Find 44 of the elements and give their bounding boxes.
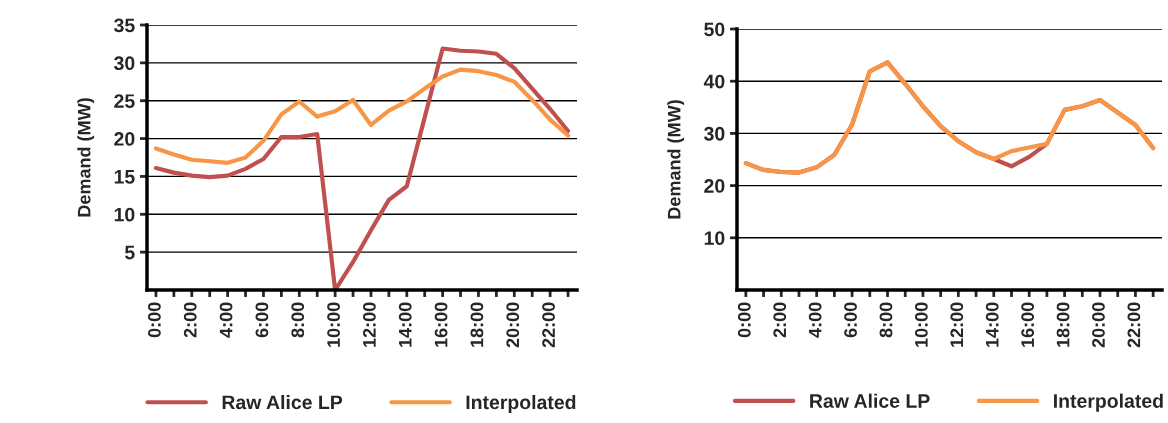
line-series xyxy=(153,67,571,165)
y-axis-title: Demand (MW) xyxy=(667,100,685,219)
x-tick-label: 12:00 xyxy=(950,302,964,347)
x-tick-label: 2:00 xyxy=(773,302,787,338)
x-tick-label: 8:00 xyxy=(291,302,305,338)
y-tick-label: 10 xyxy=(704,231,725,246)
y-tick-label: 5 xyxy=(124,245,135,260)
x-tick-label: 10:00 xyxy=(327,302,340,347)
x-tick-label: 4:00 xyxy=(219,302,233,338)
x-tick-label: 6:00 xyxy=(844,302,857,338)
y-tick-label: 25 xyxy=(114,94,135,108)
x-tick-label: 6:00 xyxy=(255,302,269,338)
x-tick-label: 18:00 xyxy=(1056,302,1070,347)
y-tick-label: 35 xyxy=(114,18,135,33)
x-tick-label: 0:00 xyxy=(737,302,751,338)
y-tick-label: 20 xyxy=(704,179,725,193)
x-tick-label: 14:00 xyxy=(398,302,412,347)
y-tick-label: 30 xyxy=(704,126,725,141)
x-tick-label: 20:00 xyxy=(1092,302,1105,348)
x-tick-label: 22:00 xyxy=(542,302,555,348)
line-series xyxy=(153,46,571,290)
x-tick-label: 2:00 xyxy=(183,302,197,338)
x-tick-label: 18:00 xyxy=(470,302,484,347)
x-tick-label: 16:00 xyxy=(1021,302,1035,347)
y-tick-label: 20 xyxy=(114,132,135,146)
x-tick-label: 22:00 xyxy=(1127,302,1141,348)
y-tick-label: 30 xyxy=(114,56,135,71)
x-tick-label: 4:00 xyxy=(808,302,822,338)
legend-label: Raw Alice LP xyxy=(222,394,343,410)
legend-label: Raw Alice LP xyxy=(810,393,930,408)
x-tick-label: 8:00 xyxy=(879,302,893,338)
legend-label: Interpolated xyxy=(1054,393,1163,412)
x-tick-label: 20:00 xyxy=(506,302,520,348)
y-axis-title: Demand (MW) xyxy=(77,98,95,217)
y-tick-label: 10 xyxy=(114,207,135,222)
x-tick-label: 14:00 xyxy=(985,302,999,347)
legend-label: Interpolated xyxy=(466,394,576,414)
x-tick-label: 12:00 xyxy=(363,302,376,347)
y-tick-label: 15 xyxy=(114,170,135,184)
y-tick-label: 40 xyxy=(703,74,725,89)
x-tick-label: 0:00 xyxy=(148,302,161,338)
y-tick-label: 50 xyxy=(704,22,725,37)
x-tick-label: 16:00 xyxy=(434,302,448,347)
x-tick-label: 10:00 xyxy=(915,302,928,347)
